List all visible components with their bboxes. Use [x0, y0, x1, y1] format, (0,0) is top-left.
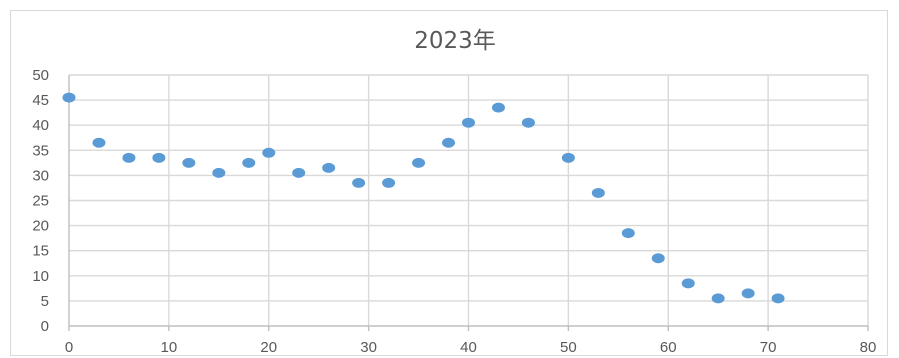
data-points — [62, 92, 785, 304]
data-point — [122, 152, 136, 163]
data-point — [92, 137, 106, 148]
y-tick-label: 40 — [32, 117, 49, 134]
data-point — [212, 167, 226, 178]
data-point — [182, 157, 196, 168]
data-point — [62, 92, 76, 103]
x-axis-tick-labels: 0 10 20 30 40 50 60 70 80 — [65, 339, 877, 356]
chart-area — [10, 10, 888, 356]
data-point — [651, 253, 665, 264]
x-tick-label: 70 — [760, 339, 777, 356]
x-tick-label: 40 — [460, 339, 477, 356]
x-tick-label: 60 — [660, 339, 677, 356]
data-point — [771, 293, 785, 304]
y-tick-label: 35 — [32, 142, 49, 159]
data-point — [462, 117, 475, 128]
data-point — [322, 162, 336, 173]
y-tick-label: 0 — [41, 318, 49, 335]
y-tick-label: 10 — [32, 268, 49, 285]
x-tick-label: 80 — [860, 339, 877, 356]
y-tick-label: 5 — [41, 293, 49, 310]
data-point — [591, 187, 605, 198]
data-point — [521, 117, 535, 128]
chart-title: 2023年 — [414, 28, 496, 54]
y-tick-label: 50 — [32, 67, 49, 84]
y-tick-label: 25 — [32, 193, 49, 210]
data-point — [491, 102, 505, 113]
data-point — [711, 293, 725, 304]
data-point — [242, 157, 256, 168]
data-point — [561, 152, 575, 163]
y-tick-label: 45 — [32, 92, 49, 109]
data-point — [352, 177, 366, 188]
y-tick-label: 20 — [32, 218, 49, 235]
x-tick-label: 10 — [161, 339, 178, 356]
x-tick-label: 20 — [260, 339, 277, 356]
x-tick-label: 0 — [65, 339, 73, 356]
x-tick-label: 30 — [360, 339, 377, 356]
data-point — [442, 137, 456, 148]
data-point — [262, 147, 276, 158]
grid — [69, 74, 869, 326]
y-axis-tick-labels: 0 5 10 15 20 25 30 35 40 45 50 — [32, 67, 49, 335]
data-point — [292, 167, 306, 178]
data-point — [382, 177, 396, 188]
x-tick-label: 50 — [560, 339, 577, 356]
data-point — [681, 278, 695, 289]
y-tick-label: 30 — [32, 167, 49, 184]
data-point — [152, 152, 166, 163]
data-point — [741, 288, 755, 299]
axes — [68, 75, 869, 331]
data-point — [621, 228, 635, 239]
y-tick-label: 15 — [32, 243, 49, 260]
data-point — [412, 157, 426, 168]
